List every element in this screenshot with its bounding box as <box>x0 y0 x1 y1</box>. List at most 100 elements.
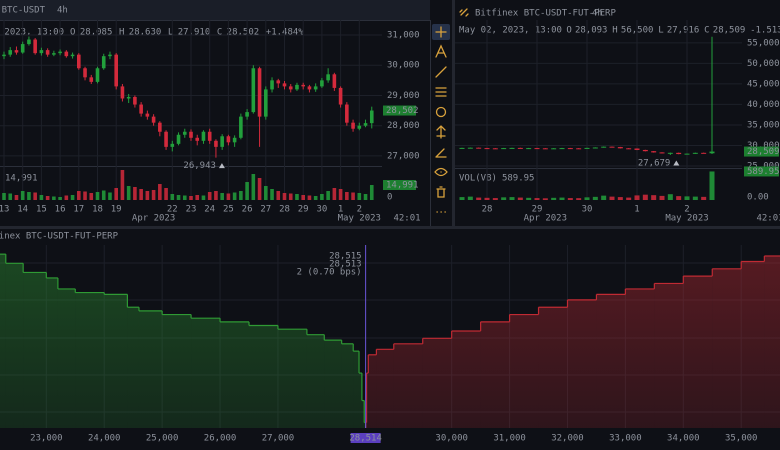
candle-body <box>492 148 498 150</box>
candle-body <box>476 147 482 149</box>
volume-readout: 589.95 <box>502 174 535 184</box>
link-icon <box>459 8 469 17</box>
x-tick-label: 23 <box>186 205 197 215</box>
volume-bar <box>567 198 573 200</box>
legend-value: 28,502 <box>227 28 260 38</box>
measure-tool[interactable] <box>436 125 446 139</box>
volume-bar <box>70 195 75 200</box>
brush-tool[interactable] <box>435 148 447 158</box>
bids-area <box>23 272 47 428</box>
legend-value: 27,916 <box>667 26 700 36</box>
candle-body <box>609 146 615 148</box>
candle-body <box>257 68 262 117</box>
candle-body <box>270 80 274 90</box>
x-tick-label: 2 <box>684 205 689 215</box>
candle-body <box>14 50 19 53</box>
candle-body <box>251 68 256 113</box>
y-tick-label: 31,000 <box>387 31 420 41</box>
volume-bar <box>164 188 168 200</box>
candle-body <box>617 147 623 149</box>
volume-bar <box>651 195 657 200</box>
volume-bar <box>151 190 156 200</box>
volume-bar <box>492 198 498 200</box>
pencil-tool[interactable] <box>435 66 447 78</box>
candle-body <box>526 148 532 150</box>
candle-body <box>351 122 355 129</box>
drawing-toolbar <box>432 24 450 213</box>
candle-body <box>592 147 598 149</box>
x-tick-label: 1 <box>634 205 639 215</box>
bids-area <box>162 314 192 428</box>
candle-body <box>101 56 106 69</box>
candle-body <box>642 149 648 152</box>
volume-bar <box>189 196 193 200</box>
volume-bar <box>232 192 237 200</box>
spot-chart-panel: Bitfinex BTC-USDT4h131415161718192223242… <box>0 6 421 224</box>
bids-area <box>104 294 128 428</box>
legend-key: O <box>70 28 75 38</box>
lines-tool[interactable] <box>435 87 447 97</box>
x-tick-label: 15 <box>36 205 47 215</box>
candle-body <box>95 68 100 82</box>
candle-body <box>195 137 200 141</box>
last-volume-tag <box>744 166 779 177</box>
bids-area <box>341 343 354 428</box>
volume-bar <box>692 196 698 200</box>
symbol-title: Bitfinex BTC-USDT-FUT-PERP <box>475 9 616 19</box>
volume-bar <box>64 195 69 200</box>
x-tick-label: 19 <box>111 205 122 215</box>
candle-body <box>245 112 249 117</box>
candle-body <box>139 104 143 114</box>
x-tick-label: 24 <box>204 205 215 215</box>
legend-value: 28,509 <box>713 26 746 36</box>
x-tick-label: 22 <box>167 205 178 215</box>
volume-bar <box>126 186 131 200</box>
candle-body <box>542 148 548 150</box>
candle-body <box>120 86 125 99</box>
candle-body <box>601 146 607 148</box>
volume-bar <box>684 196 690 200</box>
perp-chart-plot: 27,679 <box>455 20 742 200</box>
last-volume-tag <box>383 180 416 191</box>
volume-bar <box>276 191 281 200</box>
asks-area <box>366 373 369 428</box>
volume-bar <box>257 178 262 200</box>
candle-body <box>239 116 243 138</box>
volume-bar <box>307 195 312 200</box>
candle-body <box>45 50 50 55</box>
visibility-tool[interactable] <box>434 167 448 177</box>
legend-time: May 02, 2023, 13:00 <box>0 28 64 38</box>
last-price-label: 28,509 <box>747 147 780 157</box>
bids-area <box>46 277 58 428</box>
volume-bar <box>251 174 256 200</box>
volume-bar <box>357 193 362 200</box>
volume-bar <box>39 195 44 200</box>
volume-bar <box>133 187 137 200</box>
bids-area <box>359 373 362 428</box>
candle-body <box>567 148 573 150</box>
x-tick-label: 26 <box>242 205 253 215</box>
legend-change: -1.513% <box>750 26 780 36</box>
candle-body <box>684 153 690 155</box>
candle-body <box>83 68 87 78</box>
candle-body <box>264 89 268 117</box>
volume-bar <box>45 196 50 200</box>
y-tick-label: 55,000 <box>747 38 780 48</box>
legend-key: H <box>612 26 617 36</box>
x-tick-label: 25 <box>223 205 234 215</box>
last-price-label: 28,502 <box>386 106 419 116</box>
bids-area <box>57 288 76 428</box>
text-tool[interactable] <box>435 44 447 58</box>
candle-body <box>176 134 181 144</box>
candle-body <box>8 50 13 55</box>
asks-area <box>480 321 510 428</box>
volume-bar <box>120 170 125 200</box>
bar-countdown: 42:01 <box>756 214 780 224</box>
volume-bar <box>517 197 523 200</box>
legend-key: C <box>704 26 709 36</box>
delete-tool[interactable] <box>436 186 446 198</box>
volume-bar <box>139 189 143 200</box>
volume-bar <box>214 191 218 200</box>
x-tick-label: 16 <box>55 205 66 215</box>
shape-tool[interactable] <box>435 106 447 118</box>
